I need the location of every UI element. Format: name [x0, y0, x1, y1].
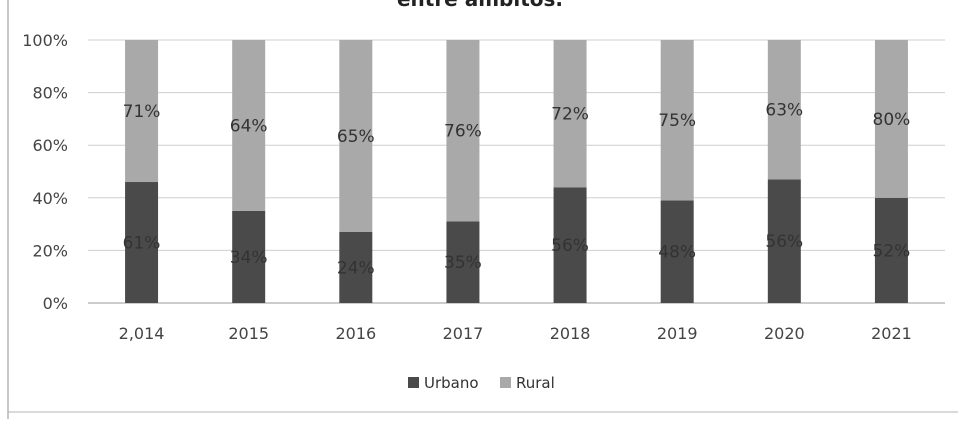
bar-rural	[232, 40, 266, 211]
legend-label-urbano: Urbano	[424, 374, 479, 392]
data-label-rural: 80%	[873, 110, 911, 130]
data-label-rural: 72%	[551, 105, 589, 125]
bar-rural	[767, 40, 801, 180]
data-label-rural: 64%	[230, 116, 268, 136]
data-label-urbano: 35%	[444, 253, 482, 273]
data-label-urbano: 56%	[551, 236, 589, 256]
legend-swatch-urbano	[408, 377, 419, 388]
x-tick-label: 2016	[335, 324, 376, 343]
data-label-rural: 76%	[444, 122, 482, 142]
bar-urbano	[874, 197, 908, 303]
legend: Urbano Rural	[408, 374, 555, 392]
bar-urbano	[553, 187, 587, 303]
data-label-urbano: 52%	[873, 241, 911, 261]
bar-rural	[125, 40, 159, 183]
y-tick-label: 40%	[32, 189, 68, 208]
bar-urbano	[446, 221, 480, 303]
x-tick-label: 2021	[871, 324, 912, 343]
data-label-urbano: 61%	[123, 234, 161, 254]
data-label-urbano: 34%	[230, 248, 268, 268]
data-label-rural: 65%	[337, 127, 375, 147]
bar-urbano	[660, 200, 694, 303]
y-tick-label: 60%	[32, 136, 68, 155]
bar-rural	[553, 40, 587, 188]
x-tick-label: 2017	[443, 324, 484, 343]
chart-title: entre ámbitos.	[397, 0, 563, 11]
bar-urbano	[767, 179, 801, 303]
bar-rural	[660, 40, 694, 201]
x-axis-tick-labels: 2,014 2015 2016 2017 2018 2019 2020 2021	[119, 324, 912, 343]
data-label-rural: 71%	[123, 102, 161, 122]
bar-urbano	[125, 182, 159, 303]
bars	[125, 40, 908, 303]
gridlines	[88, 39, 945, 304]
data-label-urbano: 48%	[658, 243, 696, 263]
data-label-urbano: 56%	[765, 232, 803, 252]
data-labels: 61% 71% 34% 64% 24% 65% 35% 76% 56% 72% 48% 75% 56% 6…	[123, 101, 911, 279]
bar-urbano	[339, 231, 373, 303]
y-tick-label: 0%	[43, 294, 68, 313]
y-tick-label: 100%	[22, 31, 68, 50]
bar-rural	[339, 40, 373, 232]
y-tick-label: 20%	[32, 241, 68, 260]
data-label-urbano: 24%	[337, 258, 375, 278]
data-label-rural: 63%	[765, 101, 803, 121]
x-tick-label: 2019	[657, 324, 698, 343]
x-tick-label: 2018	[550, 324, 591, 343]
bar-rural	[446, 40, 480, 222]
y-axis-tick-labels: 0% 20% 40% 60% 80% 100%	[22, 31, 68, 313]
x-tick-label: 2020	[764, 324, 805, 343]
data-label-rural: 75%	[658, 111, 696, 131]
bar-urbano	[232, 210, 266, 303]
bar-rural	[874, 40, 908, 198]
x-tick-label: 2015	[228, 324, 269, 343]
x-tick-label: 2,014	[119, 324, 165, 343]
y-tick-label: 80%	[32, 84, 68, 103]
legend-swatch-rural	[500, 377, 511, 388]
legend-label-rural: Rural	[516, 374, 555, 392]
